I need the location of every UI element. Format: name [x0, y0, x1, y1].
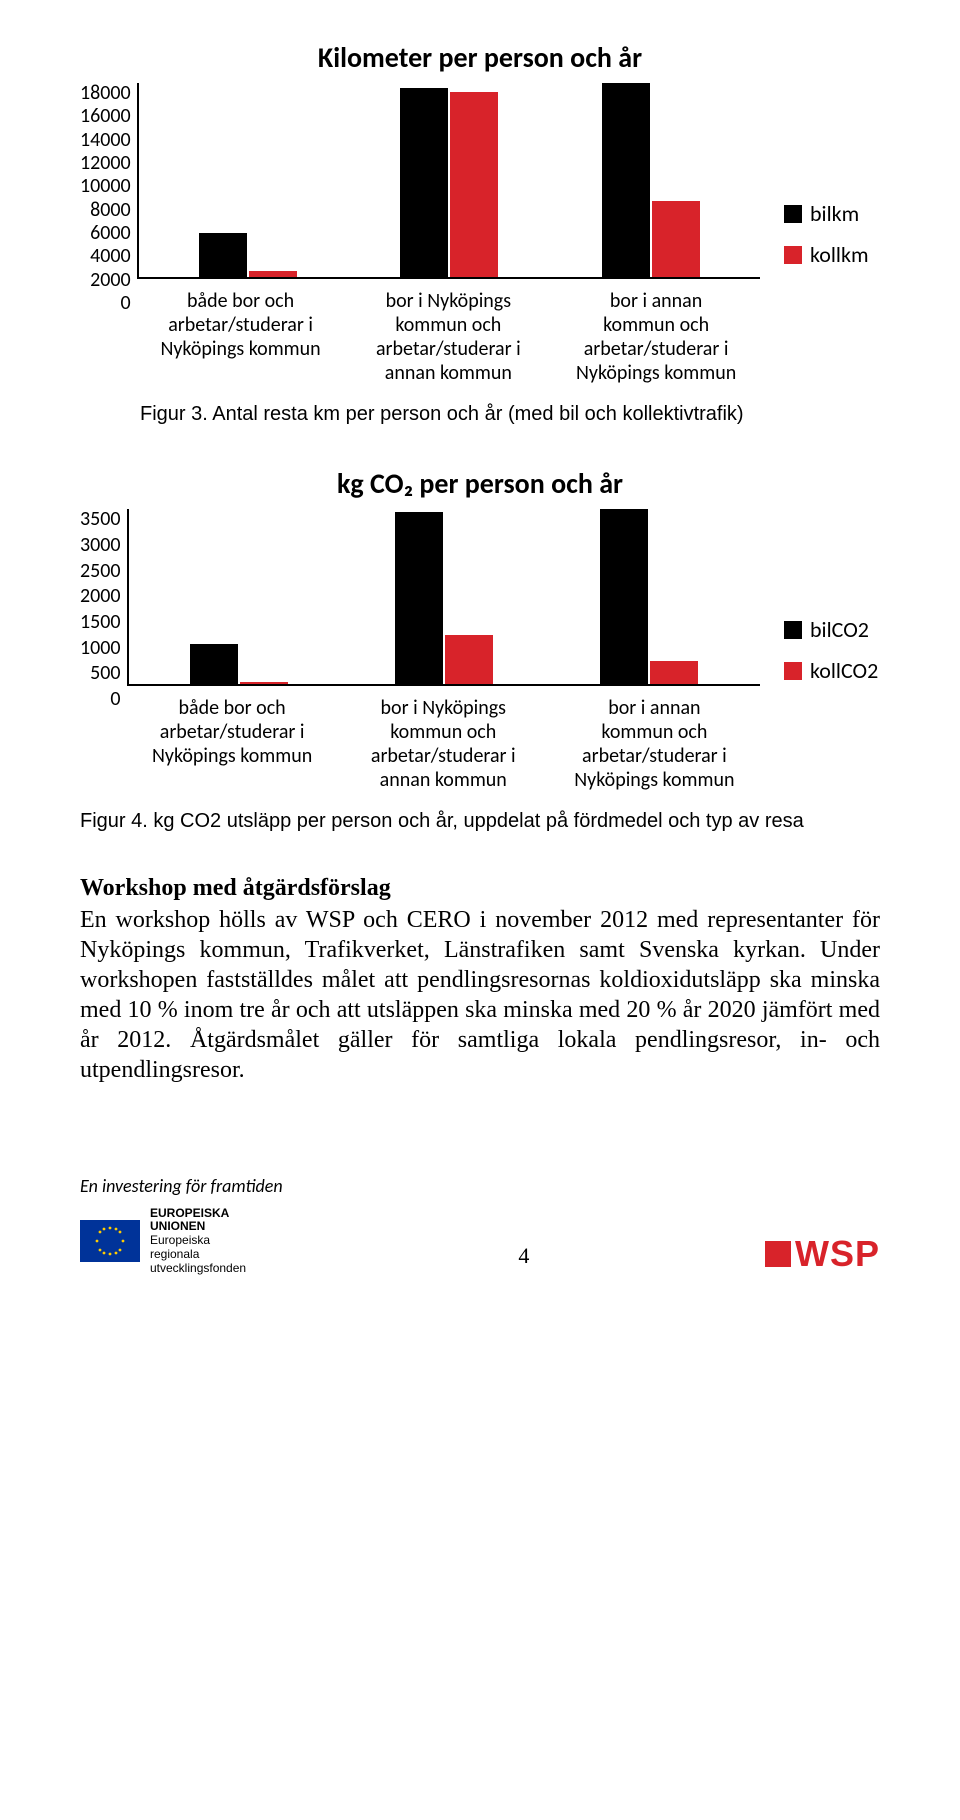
- legend-swatch-icon: [784, 246, 802, 264]
- bar: [249, 271, 297, 277]
- y-tick: 2000: [80, 586, 121, 606]
- chart-co2: kg CO₂ per person och år 3500 3000 2500 200…: [80, 466, 880, 832]
- bar-group: [169, 233, 326, 278]
- y-tick: 14000: [80, 130, 131, 150]
- y-tick: 18000: [80, 83, 131, 103]
- legend-swatch-icon: [784, 621, 802, 639]
- bar-group: [572, 83, 729, 277]
- x-label: bor i annan kommun och arbetar/studerar …: [572, 696, 737, 792]
- bar: [602, 83, 650, 277]
- wsp-logo: WSP: [765, 1233, 880, 1275]
- workshop-heading: Workshop med åtgärdsförslag: [80, 873, 880, 903]
- bar: [600, 509, 648, 683]
- x-label: bor i Nyköpings kommun och arbetar/stude…: [361, 696, 526, 792]
- wsp-text: WSP: [795, 1233, 880, 1275]
- eu-flag-icon: [80, 1220, 140, 1262]
- y-tick: 8000: [90, 200, 131, 220]
- bar: [650, 661, 698, 684]
- workshop-paragraph: En workshop hölls av WSP och CERO i nove…: [80, 905, 880, 1085]
- y-tick: 0: [121, 293, 131, 313]
- x-label: både bor och arbetar/studerar i Nyköping…: [160, 289, 322, 385]
- chart2-plot: [127, 509, 760, 685]
- chart1-x-labels: både bor och arbetar/studerar i Nyköping…: [137, 289, 760, 385]
- y-tick: 10000: [80, 176, 131, 196]
- bar-group: [371, 88, 528, 277]
- footer-invest: En investering för framtiden: [80, 1175, 283, 1197]
- chart-kilometers: Kilometer per person och år 18000 16000 14…: [80, 40, 880, 426]
- chart2-x-labels: både bor och arbetar/studerar i Nyköping…: [127, 696, 760, 792]
- legend-swatch-icon: [784, 662, 802, 680]
- chart1-legend: bilkm kollkm: [760, 83, 880, 385]
- chart1-title: Kilometer per person och år: [80, 40, 880, 75]
- y-tick: 500: [90, 663, 120, 683]
- bar: [395, 512, 443, 683]
- chart1-y-axis: 18000 16000 14000 12000 10000 8000 6000 4000 200…: [80, 83, 137, 313]
- legend-swatch-icon: [784, 205, 802, 223]
- eu-text: EUROPEISKA UNIONEN Europeiska regionala …: [150, 1207, 246, 1276]
- legend-label: kollkm: [810, 241, 869, 268]
- bar-group: [364, 512, 524, 683]
- bar: [240, 682, 288, 684]
- y-tick: 1000: [80, 638, 121, 658]
- y-tick: 16000: [80, 106, 131, 126]
- x-label: både bor och arbetar/studerar i Nyköping…: [150, 696, 315, 792]
- y-tick: 0: [110, 689, 120, 709]
- legend-label: kollCO2: [810, 657, 878, 684]
- legend-item: bilCO2: [784, 616, 880, 643]
- legend-label: bilCO2: [810, 616, 869, 643]
- bar-group: [159, 644, 319, 684]
- eu-line3: Europeiska: [150, 1234, 246, 1248]
- y-tick: 2500: [80, 561, 121, 581]
- chart1-plot: [137, 83, 760, 279]
- legend-item: kollCO2: [784, 657, 880, 684]
- x-label: bor i Nyköpings kommun och arbetar/stude…: [367, 289, 529, 385]
- bar: [652, 201, 700, 278]
- body-text: Workshop med åtgärdsförslag En workshop …: [80, 873, 880, 1085]
- bar: [190, 644, 238, 684]
- y-tick: 4000: [90, 246, 131, 266]
- bar-group: [569, 509, 729, 683]
- page-number: 4: [518, 1243, 529, 1275]
- wsp-box-icon: [765, 1241, 791, 1267]
- bar: [400, 88, 448, 277]
- eu-line4: regionala: [150, 1248, 246, 1262]
- chart2-legend: bilCO2 kollCO2: [760, 509, 880, 791]
- eu-logo-block: EUROPEISKA UNIONEN Europeiska regionala …: [80, 1207, 283, 1276]
- legend-label: bilkm: [810, 200, 859, 227]
- chart2-caption: Figur 4. kg CO2 utsläpp per person och å…: [80, 810, 880, 833]
- x-label: bor i annan kommun och arbetar/studerar …: [575, 289, 737, 385]
- page-footer: En investering för framtiden EUROPEISKA: [0, 1175, 960, 1306]
- bar: [450, 92, 498, 277]
- y-tick: 1500: [80, 612, 121, 632]
- y-tick: 2000: [90, 270, 131, 290]
- chart2-title: kg CO₂ per person och år: [80, 466, 880, 501]
- y-tick: 3000: [80, 535, 121, 555]
- legend-item: kollkm: [784, 241, 880, 268]
- eu-line5: utvecklingsfonden: [150, 1262, 246, 1276]
- eu-line2: UNIONEN: [150, 1220, 246, 1234]
- y-tick: 6000: [90, 223, 131, 243]
- chart2-y-axis: 3500 3000 2500 2000 1500 1000 500 0: [80, 509, 127, 709]
- y-tick: 12000: [80, 153, 131, 173]
- legend-item: bilkm: [784, 200, 880, 227]
- bar: [199, 233, 247, 278]
- y-tick: 3500: [80, 509, 121, 529]
- bar: [445, 635, 493, 684]
- eu-line1: EUROPEISKA: [150, 1207, 246, 1221]
- chart1-caption: Figur 3. Antal resta km per person och å…: [140, 403, 880, 426]
